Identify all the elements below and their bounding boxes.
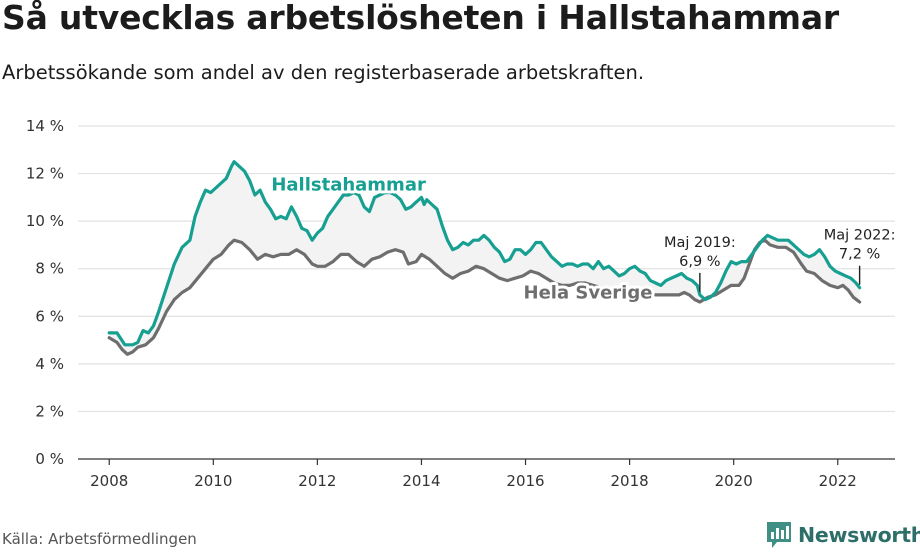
annotation-maj2019-text: Maj 2019: <box>664 235 736 251</box>
band-area <box>109 161 860 355</box>
y-tick-label: 2 % <box>35 402 64 420</box>
x-axis: 2008 2010 2012 2014 2016 2018 2020 2022 <box>78 458 895 490</box>
x-tick-label: 2022 <box>819 472 857 490</box>
annotation-maj2022-halo: Maj 2022: <box>824 228 896 244</box>
newsworthy-logo-icon <box>767 522 791 548</box>
y-tick-label: 12 % <box>26 165 64 183</box>
chart-title: Så utvecklas arbetslösheten i Hallstaham… <box>2 0 839 37</box>
series-line-hela-sverige <box>107 238 862 356</box>
y-tick-label: 8 % <box>35 260 64 278</box>
annotation-maj2022-text: Maj 2022: <box>824 228 896 244</box>
brand-name: Newsworthy <box>798 523 920 547</box>
y-tick-label: 14 % <box>26 117 64 135</box>
chart-subtitle: Arbetssökande som andel av den registerb… <box>2 61 645 84</box>
y-tick-label: 4 % <box>35 355 64 373</box>
annotation-maj2022-halo: 7,2 % <box>839 247 880 263</box>
series-lines <box>107 160 862 356</box>
x-tick-label: 2018 <box>611 472 649 490</box>
series-line-hallstahammar <box>107 160 862 347</box>
series-label-hallstahammar: Hallstahammar <box>271 174 426 195</box>
annotation-maj2019-halo: 6,9 % <box>679 254 720 270</box>
series-label-hela-sverige-halo: Hela Sverige <box>524 283 653 304</box>
y-tick-label: 0 % <box>35 450 64 468</box>
y-axis-ticks: 0 % 2 % 4 % 6 % 8 % 10 % 12 % 14 % <box>26 117 64 468</box>
y-tick-label: 6 % <box>35 307 64 325</box>
y-tick-label: 10 % <box>26 212 64 230</box>
x-tick-label: 2012 <box>298 472 336 490</box>
brand-logo[interactable]: Newsworthy <box>765 519 920 551</box>
x-tick-label: 2014 <box>402 472 440 490</box>
x-tick-label: 2008 <box>90 472 128 490</box>
x-tick-label: 2016 <box>506 472 544 490</box>
x-tick-label: 2010 <box>194 472 232 490</box>
x-tick-label: 2020 <box>715 472 753 490</box>
annotation-maj2022-text: 7,2 % <box>839 247 880 263</box>
series-label-hela-sverige: Hela Sverige <box>524 283 653 304</box>
annotation-maj2019-text: 6,9 % <box>679 254 720 270</box>
source-note: Källa: Arbetsförmedlingen <box>2 530 197 548</box>
annotation-maj2019-halo: Maj 2019: <box>664 235 736 251</box>
difference-band <box>109 161 860 355</box>
annotations: Maj 2019:Maj 2019:6,9 %6,9 %Maj 2022:Maj… <box>661 225 898 292</box>
series-label-hallstahammar-halo: Hallstahammar <box>271 174 426 195</box>
